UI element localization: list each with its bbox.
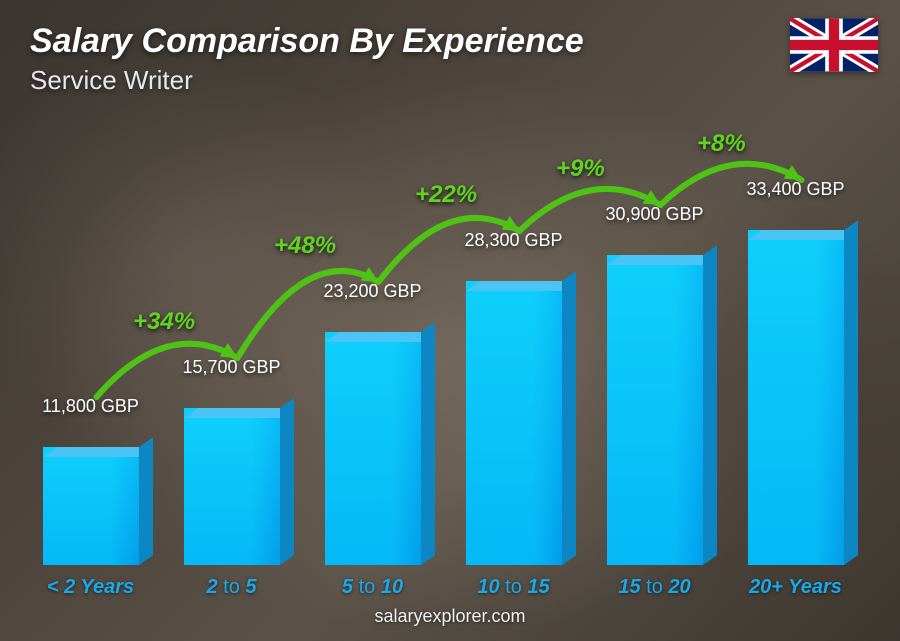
delta-percent-label: +34% — [133, 308, 195, 336]
bar-front — [184, 408, 280, 565]
bar — [607, 255, 703, 565]
bar-top — [184, 408, 294, 418]
bar-category-label: < 2 Years — [47, 576, 134, 599]
bar-value-label: 11,800 GBP — [42, 396, 139, 417]
bar-side — [703, 245, 717, 565]
bar-front — [466, 281, 562, 565]
bar-value-label: 23,200 GBP — [323, 281, 421, 302]
bar — [748, 230, 844, 565]
infographic-canvas: Salary Comparison By Experience Service … — [0, 0, 900, 641]
bar-value-label: 28,300 GBP — [464, 230, 562, 251]
bar-category-label: 20+ Years — [749, 576, 842, 599]
bar-category-label: 5 to 10 — [342, 576, 403, 599]
bar-side — [139, 437, 153, 565]
bar-top — [43, 447, 153, 457]
bar — [43, 447, 139, 565]
bar-top — [325, 332, 435, 342]
bar-side — [844, 220, 858, 565]
delta-percent-label: +48% — [274, 232, 336, 260]
delta-percent-label: +8% — [697, 130, 746, 158]
bar — [466, 281, 562, 565]
page-title: Salary Comparison By Experience — [30, 22, 584, 61]
bar-side — [280, 398, 294, 565]
bar-front — [748, 230, 844, 565]
bar-chart: 11,800 GBP< 2 Years15,700 GBP2 to 523,20… — [34, 120, 852, 565]
bar-front — [325, 332, 421, 565]
bar — [184, 408, 280, 565]
delta-percent-label: +22% — [415, 181, 477, 209]
bar-category-label: 2 to 5 — [206, 576, 256, 599]
title-block: Salary Comparison By Experience Service … — [30, 22, 584, 96]
bar-category-label: 15 to 20 — [618, 576, 690, 599]
footer-attribution: salaryexplorer.com — [0, 606, 900, 627]
bar-value-label: 30,900 GBP — [605, 204, 703, 225]
bar-front — [43, 447, 139, 565]
bar-side — [562, 271, 576, 565]
bar-top — [607, 255, 717, 265]
bar — [325, 332, 421, 565]
bar-front — [607, 255, 703, 565]
delta-percent-label: +9% — [556, 155, 605, 183]
page-subtitle: Service Writer — [30, 65, 584, 96]
bar-value-label: 33,400 GBP — [746, 179, 844, 200]
uk-flag-icon — [790, 18, 878, 72]
bar-top — [748, 230, 858, 240]
bar-category-label: 10 to 15 — [477, 576, 549, 599]
bar-top — [466, 281, 576, 291]
bar-value-label: 15,700 GBP — [182, 357, 280, 378]
bar-side — [421, 322, 435, 565]
